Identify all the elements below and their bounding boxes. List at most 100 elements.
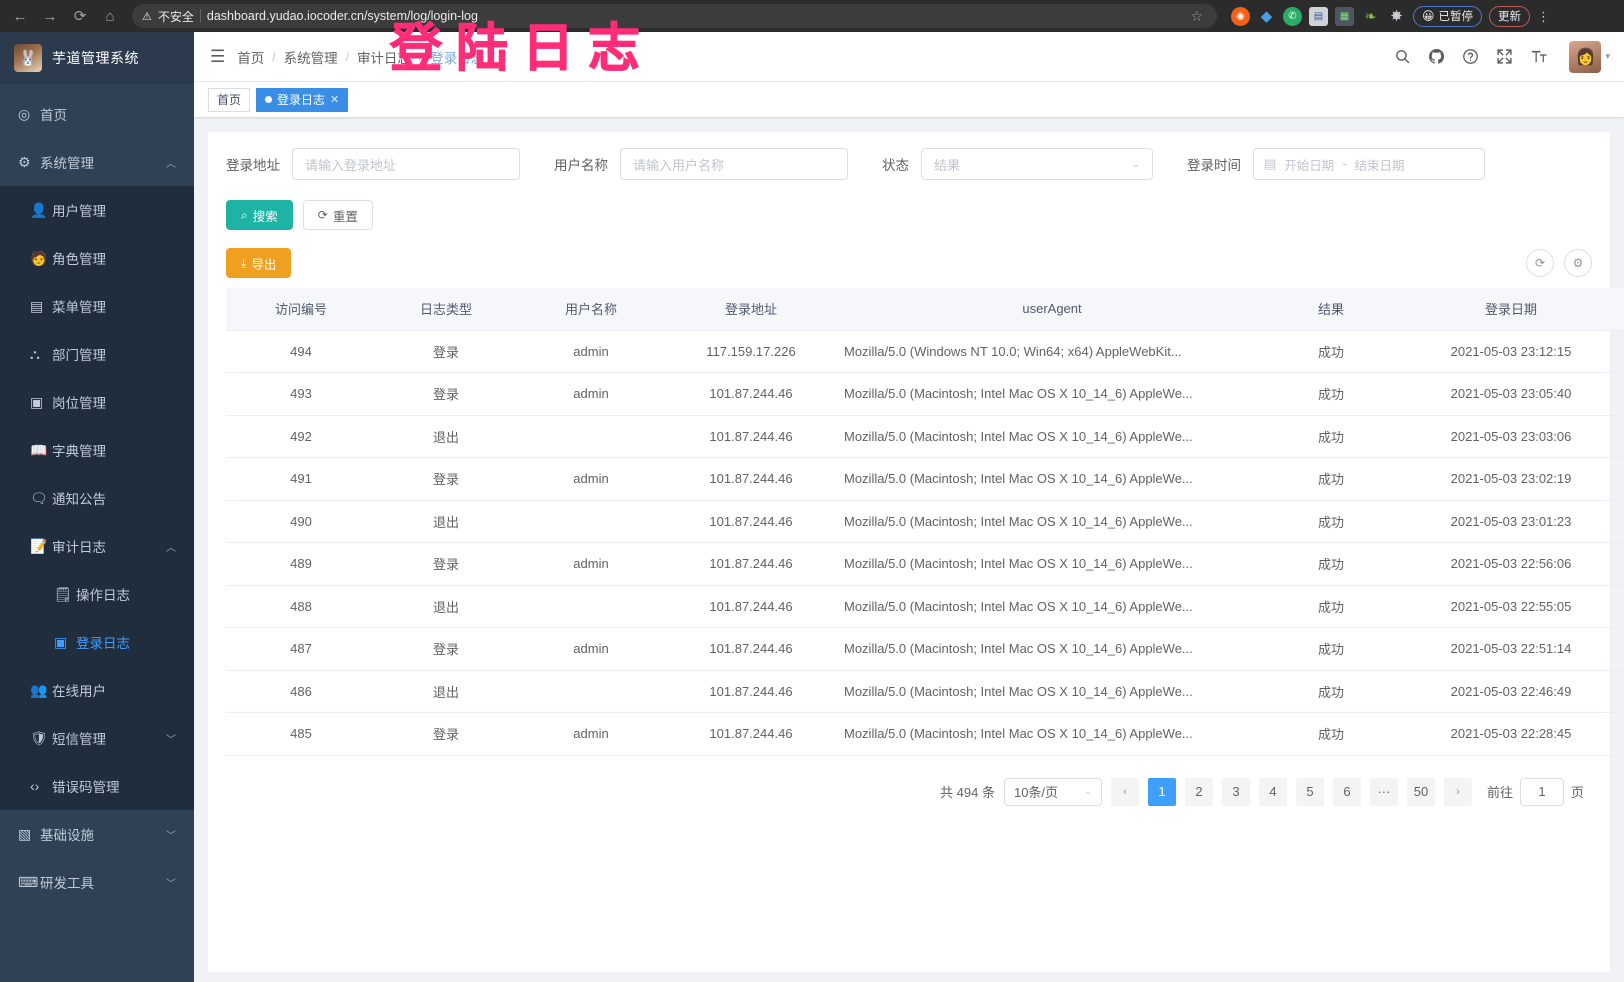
extension-diamond-icon[interactable]: ◆: [1260, 8, 1273, 25]
rabbit-icon: 🐰: [18, 50, 38, 67]
cell-login-date: 2021-05-03 23:03:06: [1396, 415, 1624, 458]
column-header-log-type[interactable]: 日志类型: [376, 288, 516, 331]
sidebar-item-system-management[interactable]: ⚙ 系统管理 ︿: [0, 138, 194, 186]
pagination-page-50[interactable]: 50: [1406, 777, 1435, 806]
sidebar-item-label: 审计日志: [52, 540, 106, 555]
extension-wechat-icon[interactable]: ✆: [1283, 6, 1302, 26]
pagination-prev-button[interactable]: ‹: [1110, 777, 1139, 806]
back-arrow-icon[interactable]: ←: [12, 7, 28, 25]
hamburger-menu-icon[interactable]: ☰: [210, 46, 226, 66]
column-settings-icon[interactable]: ⚙: [1564, 249, 1592, 277]
table-row[interactable]: 488 退出 101.87.244.46 Mozilla/5.0 (Macint…: [226, 585, 1624, 628]
home-icon[interactable]: ⌂: [105, 7, 115, 25]
table-row[interactable]: 492 退出 101.87.244.46 Mozilla/5.0 (Macint…: [226, 415, 1624, 458]
input-placeholder: 请输入登录地址: [305, 157, 397, 173]
sidebar-item-sms-management[interactable]: 🛡 短信管理 ﹀: [0, 714, 194, 762]
pagination-ellipsis[interactable]: ···: [1369, 777, 1398, 806]
reset-button[interactable]: ⟳ 重置: [302, 200, 373, 230]
pagination-page-3[interactable]: 3: [1221, 777, 1250, 806]
sidebar-item-error-code-management[interactable]: ‹› 错误码管理: [0, 762, 194, 810]
search-icon[interactable]: [1394, 48, 1411, 65]
status-select[interactable]: 结果 ⌄: [921, 148, 1153, 180]
search-button[interactable]: ⌕ 搜索: [226, 200, 293, 230]
fullscreen-icon[interactable]: [1496, 48, 1513, 65]
reload-icon[interactable]: ⟳: [73, 8, 87, 25]
extension-on-badge-icon[interactable]: ▦: [1335, 6, 1354, 26]
chevron-down-icon[interactable]: ▾: [1605, 51, 1610, 61]
address-bar[interactable]: ⚠ 不安全 dashboard.yudao.iocoder.cn/system/…: [132, 4, 1217, 28]
table-row[interactable]: 493 登录 admin 101.87.244.46 Mozilla/5.0 (…: [226, 372, 1624, 416]
pagination-page-4[interactable]: 4: [1258, 777, 1287, 806]
avatar[interactable]: 👩: [1569, 40, 1602, 73]
star-icon[interactable]: ☆: [1190, 7, 1203, 24]
export-button[interactable]: ⤓ 导出: [226, 248, 292, 278]
pagination-page-5[interactable]: 5: [1295, 777, 1324, 806]
login-time-range[interactable]: ▤ 开始日期 - 结束日期: [1253, 148, 1485, 180]
brand[interactable]: 🐰 芋道管理系统: [0, 32, 194, 84]
tag-home[interactable]: 首页: [208, 87, 251, 112]
sidebar-item-notice[interactable]: 🗨 通知公告: [0, 474, 194, 522]
cell-username: [516, 415, 666, 458]
pagination-page-6[interactable]: 6: [1332, 777, 1361, 806]
extension-green-leaf-icon[interactable]: ❧: [1364, 7, 1377, 24]
table-row[interactable]: 487 登录 admin 101.87.244.46 Mozilla/5.0 (…: [226, 627, 1624, 671]
forward-arrow-icon[interactable]: →: [42, 7, 58, 25]
column-header-result[interactable]: 结果: [1266, 288, 1396, 331]
jump-page-input[interactable]: 1: [1519, 777, 1564, 806]
breadcrumb-item-home[interactable]: 首页: [237, 50, 265, 66]
operation-log-icon: 🗒: [54, 585, 72, 602]
extension-puzzle-icon[interactable]: ✸: [1390, 8, 1403, 25]
page-size-value: 10条/页: [1013, 785, 1059, 800]
column-header-user-agent[interactable]: userAgent: [836, 288, 1266, 331]
content-area: 登录地址 请输入登录地址 用户名称 请输入用户名称 状态: [194, 118, 1624, 982]
table-row[interactable]: 489 登录 admin 101.87.244.46 Mozilla/5.0 (…: [226, 542, 1624, 586]
url-text: dashboard.yudao.iocoder.cn/system/log/lo…: [206, 9, 478, 23]
sidebar-item-user-management[interactable]: 👤 用户管理: [0, 186, 194, 234]
sidebar-item-post-management[interactable]: ▣ 岗位管理: [0, 378, 194, 426]
column-header-login-date[interactable]: 登录日期: [1396, 288, 1624, 331]
sidebar-item-online-users[interactable]: 👥 在线用户: [0, 666, 194, 714]
sidebar-item-dev-tools[interactable]: ⌨ 研发工具 ﹀: [0, 858, 194, 906]
tag-login-log[interactable]: 登录日志 ✕: [256, 87, 349, 112]
kebab-menu-icon[interactable]: ⋮: [1537, 8, 1551, 24]
extension-orange-icon[interactable]: ◉: [1231, 6, 1250, 26]
sidebar-item-role-management[interactable]: 🧑 角色管理: [0, 234, 194, 282]
paused-pill[interactable]: 😀 已暂停: [1413, 5, 1483, 27]
extension-blue-note-icon[interactable]: ▤: [1309, 6, 1328, 26]
cell-login-date: 2021-05-03 23:05:40: [1396, 372, 1624, 416]
sidebar-item-login-log[interactable]: ▣ 登录日志: [0, 618, 194, 666]
close-icon[interactable]: ✕: [330, 94, 340, 106]
sidebar-item-dictionary-management[interactable]: 📖 字典管理: [0, 426, 194, 474]
error-code-icon: ‹›: [30, 778, 40, 794]
github-icon[interactable]: [1428, 48, 1445, 65]
login-address-input[interactable]: 请输入登录地址: [292, 148, 520, 180]
username-input[interactable]: 请输入用户名称: [620, 148, 848, 180]
sidebar-item-audit-log[interactable]: 📝 审计日志 ︿: [0, 522, 194, 570]
cell-user-agent: Mozilla/5.0 (Macintosh; Intel Mac OS X 1…: [836, 542, 1266, 586]
table-row[interactable]: 491 登录 admin 101.87.244.46 Mozilla/5.0 (…: [226, 457, 1624, 501]
update-pill[interactable]: 更新: [1489, 5, 1531, 27]
avatar-wrap[interactable]: 👩 ▾: [1569, 40, 1610, 73]
help-icon[interactable]: [1462, 48, 1479, 65]
sidebar-item-operation-log[interactable]: 🗒 操作日志: [0, 570, 194, 618]
pagination-page-1[interactable]: 1: [1147, 777, 1176, 806]
table-row[interactable]: 485 登录 admin 101.87.244.46 Mozilla/5.0 (…: [226, 712, 1624, 756]
breadcrumb-item-audit[interactable]: 审计日志: [356, 50, 411, 66]
font-size-icon[interactable]: [1530, 48, 1548, 65]
sidebar-item-menu-management[interactable]: ▤ 菜单管理: [0, 282, 194, 330]
sidebar-item-infrastructure[interactable]: ▧ 基础设施 ﹀: [0, 810, 194, 858]
sidebar-item-home[interactable]: ◎ 首页: [0, 90, 194, 138]
column-header-username[interactable]: 用户名称: [516, 288, 666, 331]
table-row[interactable]: 490 退出 101.87.244.46 Mozilla/5.0 (Macint…: [226, 500, 1624, 543]
page-size-select[interactable]: 10条/页 ⌄: [1003, 777, 1102, 806]
table-row[interactable]: 486 退出 101.87.244.46 Mozilla/5.0 (Macint…: [226, 670, 1624, 713]
sidebar-item-department-management[interactable]: ⛬ 部门管理: [0, 330, 194, 378]
refresh-circle-icon[interactable]: ⟳: [1526, 249, 1554, 277]
column-header-access-id[interactable]: 访问编号: [226, 288, 376, 331]
pagination-next-button[interactable]: ›: [1443, 777, 1472, 806]
breadcrumb-item-system[interactable]: 系统管理: [283, 50, 338, 66]
table-row[interactable]: 494 登录 admin 117.159.17.226 Mozilla/5.0 …: [226, 330, 1624, 373]
pagination-page-2[interactable]: 2: [1184, 777, 1213, 806]
chevron-down-icon: ﹀: [166, 734, 176, 746]
column-header-login-address[interactable]: 登录地址: [666, 288, 836, 331]
